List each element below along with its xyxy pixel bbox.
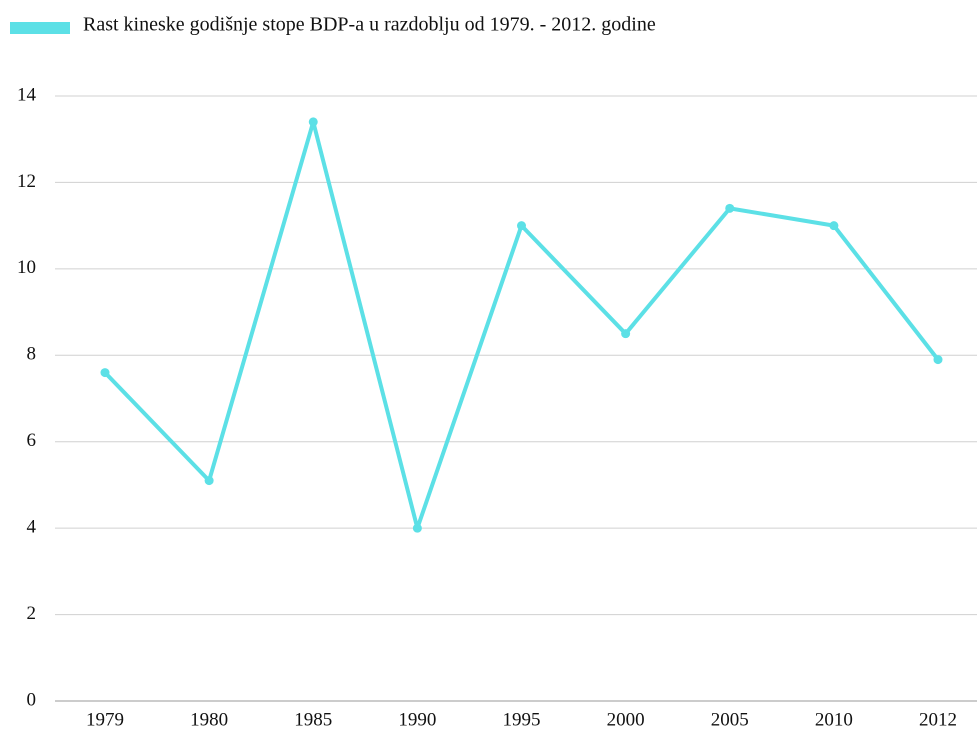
x-tick-label: 2010 (815, 709, 853, 730)
x-tick-label: 1979 (86, 709, 124, 730)
x-tick-label: 1995 (503, 709, 541, 730)
point (100, 368, 110, 378)
x-tick-label: 2005 (711, 709, 749, 730)
x-tick-label: 2012 (919, 709, 957, 730)
y-tick-label: 12 (17, 171, 36, 192)
y-tick-label: 0 (27, 689, 37, 710)
legend-swatch (10, 22, 70, 34)
x-tick-label: 1990 (398, 709, 436, 730)
point (829, 221, 839, 231)
y-tick-label: 14 (17, 84, 37, 105)
y-tick-label: 10 (17, 257, 36, 278)
x-tick-label: 2000 (607, 709, 645, 730)
point (621, 329, 631, 339)
y-tick-label: 4 (27, 517, 37, 538)
x-tick-label: 1980 (190, 709, 228, 730)
point (933, 355, 943, 365)
x-tick-label: 1985 (294, 709, 332, 730)
point (204, 476, 214, 486)
point (308, 117, 318, 127)
point (725, 203, 735, 213)
y-tick-label: 6 (27, 430, 37, 451)
point (412, 523, 422, 533)
y-tick-label: 2 (27, 603, 37, 624)
y-tick-label: 8 (27, 344, 37, 365)
point (517, 221, 526, 231)
legend-label: Rast kineske godišnje stope BDP-a u razd… (83, 14, 656, 36)
